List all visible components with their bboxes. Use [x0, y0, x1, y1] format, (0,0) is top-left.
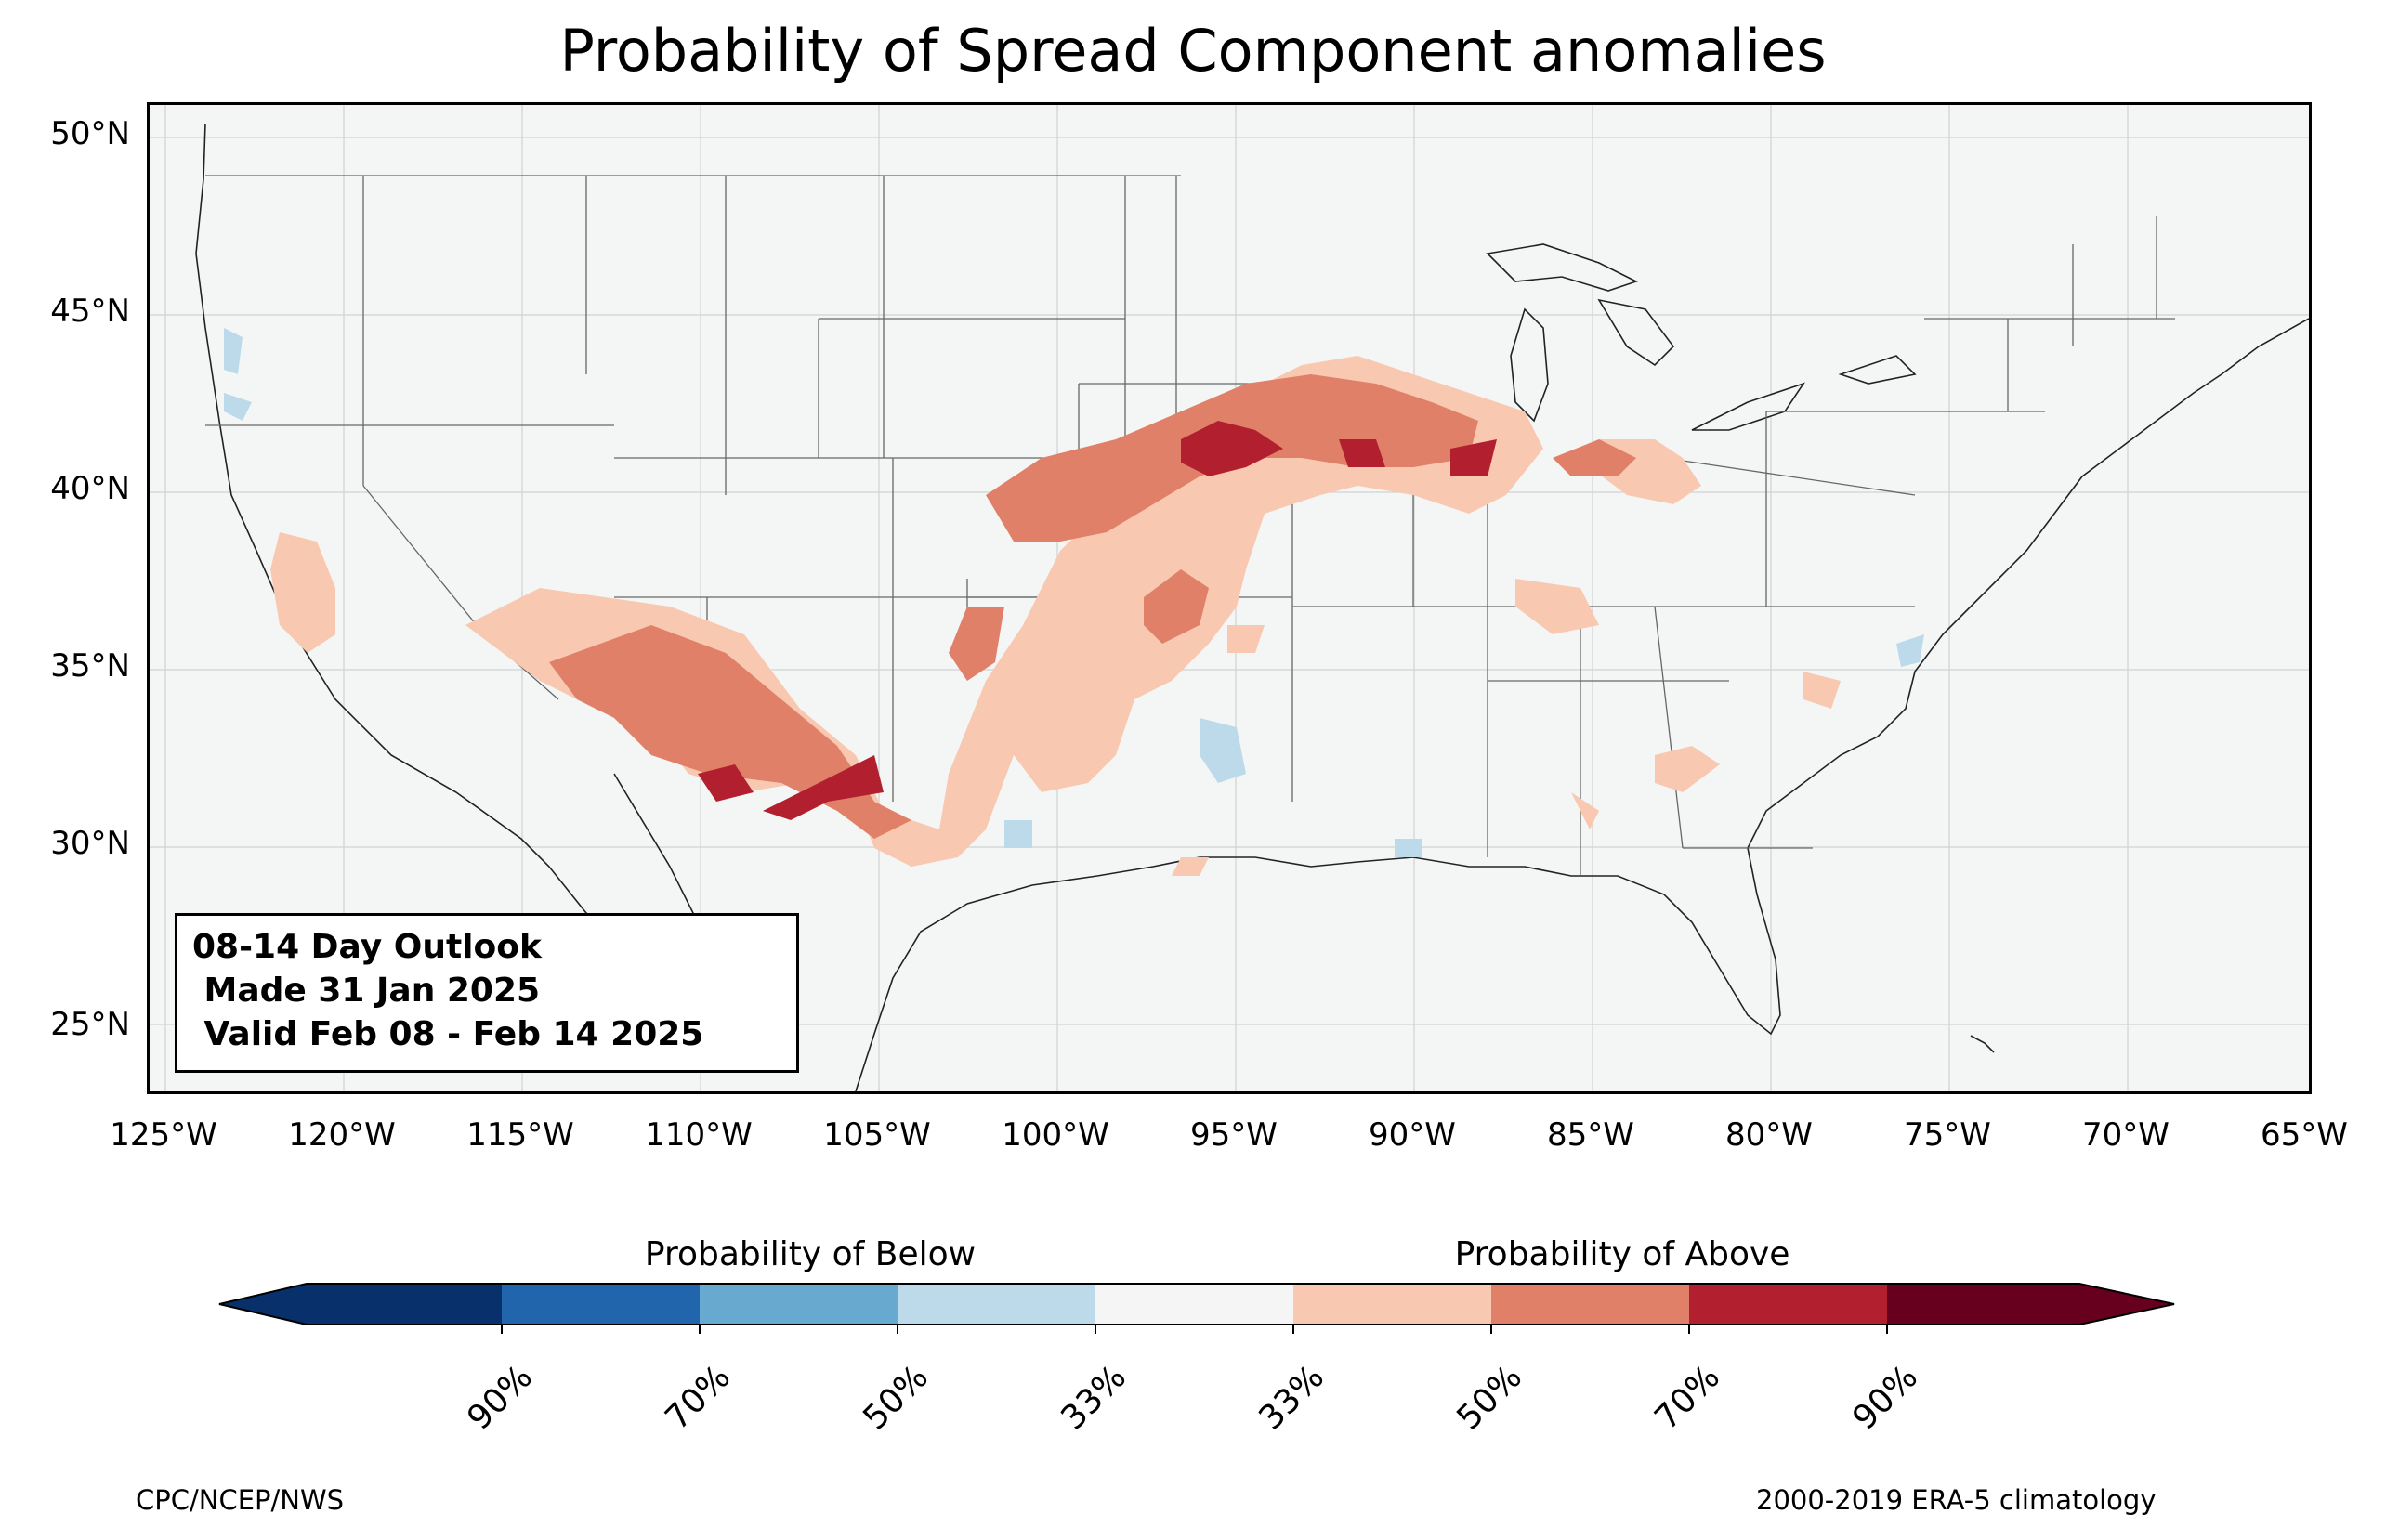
colorbar-tick: 90%	[460, 1358, 540, 1438]
lon-label: 110°W	[645, 1116, 753, 1154]
colorbar-tick: 33%	[1054, 1358, 1134, 1438]
made-date: Made 31 Jan 2025	[192, 972, 541, 1010]
lon-label: 120°W	[288, 1116, 396, 1154]
colorbar-segment	[1095, 1284, 1293, 1325]
colorbar-tick: 33%	[1252, 1358, 1331, 1438]
above-33-region	[270, 356, 1841, 876]
great-lakes	[1486, 243, 1917, 431]
lat-label: 30°N	[50, 825, 130, 862]
lat-label: 45°N	[50, 293, 130, 330]
outlook-info-box: 08-14 Day Outlook Made 31 Jan 2025 Valid…	[175, 913, 799, 1073]
colorbar-below-title: Probability of Below	[644, 1235, 977, 1273]
lat-label: 50°N	[50, 115, 130, 152]
lat-label: 25°N	[50, 1006, 130, 1043]
colorbar-segment	[1689, 1284, 1887, 1325]
map-title: Probability of Spread Component anomalie…	[559, 17, 1827, 85]
colorbar-extend-left	[219, 1284, 307, 1325]
colorbar-segments	[218, 1283, 2175, 1334]
lon-label: 100°W	[1002, 1116, 1109, 1154]
map-svg	[150, 105, 2309, 1091]
outlook-period: 08-14 Day Outlook	[192, 928, 542, 966]
colorbar-tick: 70%	[658, 1358, 738, 1438]
colorbar-segment	[898, 1284, 1095, 1325]
source-credit: CPC/NCEP/NWS	[136, 1484, 345, 1516]
climatology-note: 2000-2019 ERA-5 climatology	[1756, 1484, 2157, 1516]
lon-label: 105°W	[823, 1116, 931, 1154]
colorbar-segment	[1293, 1284, 1491, 1325]
valid-range: Valid Feb 08 - Feb 14 2025	[192, 1015, 704, 1053]
colorbar-tick: 70%	[1647, 1358, 1727, 1438]
below-33-region	[224, 328, 1924, 857]
colorbar-extend-right	[2079, 1284, 2174, 1325]
colorbar-segment	[1491, 1284, 1689, 1325]
colorbar-segment	[502, 1284, 700, 1325]
lon-label: 125°W	[110, 1116, 217, 1154]
colorbar-segment	[700, 1284, 898, 1325]
lat-label: 40°N	[50, 470, 130, 507]
colorbar-tick: 90%	[1845, 1358, 1925, 1438]
lon-label: 70°W	[2082, 1116, 2170, 1154]
colorbar-above-title: Probability of Above	[1454, 1235, 1790, 1273]
colorbar-segment	[307, 1284, 511, 1325]
lon-label: 85°W	[1547, 1116, 1634, 1154]
lon-label: 90°W	[1369, 1116, 1456, 1154]
colorbar-outline	[218, 1283, 2175, 1325]
above-70-region	[698, 421, 1497, 820]
colorbar-tick: 50%	[1449, 1358, 1529, 1438]
lon-label: 65°W	[2261, 1116, 2348, 1154]
lon-label: 115°W	[466, 1116, 574, 1154]
lon-label: 80°W	[1725, 1116, 1813, 1154]
lon-label: 95°W	[1190, 1116, 1278, 1154]
colorbar-segment	[1887, 1284, 2079, 1325]
colorbar-tick: 50%	[856, 1358, 936, 1438]
lon-label: 75°W	[1904, 1116, 1991, 1154]
lat-label: 35°N	[50, 647, 130, 685]
